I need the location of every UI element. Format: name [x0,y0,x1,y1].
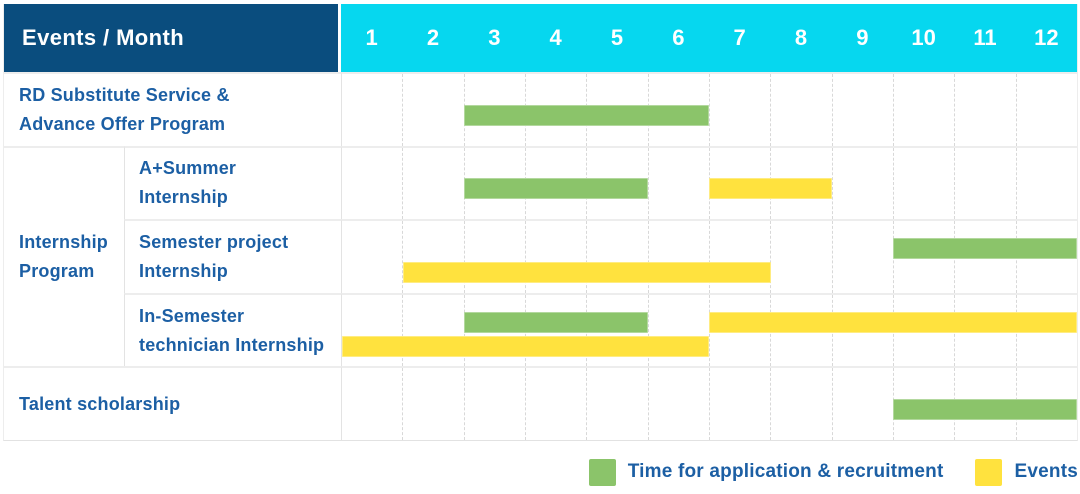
month-gridline-cell [831,221,893,293]
row-label-line: Internship [139,187,229,208]
month-gridline-cell [831,74,893,146]
timeline-in-semester-technician-internship [341,292,1077,367]
row-label-line: Advance Offer Program [19,113,226,134]
application-bar [893,399,1077,421]
month-gridline-cell [463,74,525,146]
group-label-line: Internship [19,231,109,252]
group-label-internship-program: Internship Program [4,145,124,367]
event-bar [709,178,832,200]
application-bar [464,311,649,333]
month-header-8: 8 [770,4,832,72]
group-label-line: Program [19,260,95,281]
row-label-line: Talent scholarship [19,393,181,414]
month-gridline-cell [402,294,463,367]
month-gridline-cell [708,221,770,293]
row-label-talent-scholarship: Talent scholarship [4,366,341,440]
month-gridline-cell [524,221,586,293]
month-gridline-cell [342,148,402,220]
month-gridline-cell [402,221,463,293]
row-label-line: technician Internship [139,334,325,355]
application-legend-swatch [588,458,616,486]
month-gridline-cell [831,147,893,220]
month-header-5: 5 [586,4,648,72]
month-header-11: 11 [954,4,1016,72]
month-gridline-cell [402,368,463,440]
month-header-6: 6 [647,4,709,72]
month-gridline-cell [342,368,402,440]
row-label-in-semester-technician-internship: In-Semester technician Internship [124,292,341,367]
month-gridline-cell [647,221,709,293]
month-gridline-cell [647,368,709,440]
month-header-7: 7 [708,4,771,72]
month-gridline-cell [586,368,647,440]
month-gridline-cell [892,147,954,220]
month-gridline-cell [708,74,770,146]
timeline-rd-substitute-service [341,72,1077,146]
month-gridline-cell [770,74,831,146]
month-gridline-cell [463,221,525,293]
month-gridline-cell [647,294,709,367]
month-gridline-cell [954,147,1015,220]
row-label-semester-project-internship: Semester project Internship [124,219,341,293]
month-gridline-cell [342,74,402,146]
month-gridline-cell [708,147,770,220]
month-gridline-cell [1015,147,1077,220]
event-bar [709,311,1077,333]
row-label-line: Semester project [139,231,289,252]
month-gridline-cell [892,74,954,146]
application-bar [464,178,649,200]
month-header-2: 2 [402,4,464,72]
month-gridline-cell [402,74,463,146]
month-gridline-cell [647,147,709,220]
application-bar [893,238,1077,260]
month-gridline-cell [463,294,525,367]
month-gridline-cell [831,368,893,440]
month-gridline-cell [524,368,586,440]
month-header-12: 12 [1015,4,1077,72]
row-label-a-plus-summer-internship: A+Summer Internship [124,145,341,220]
month-gridline-cell [1015,74,1077,146]
month-gridline-cell [342,221,402,293]
timeline-semester-project-internship [341,219,1077,293]
application-bar [464,104,710,126]
month-header-1: 1 [341,4,403,72]
month-gridline-cell [463,368,525,440]
month-gridline-cell [770,368,831,440]
month-gridline-cell [708,368,770,440]
month-gridline-cell [463,147,525,220]
row-label-rd-substitute-service: RD Substitute Service & Advance Offer Pr… [4,72,341,146]
application-legend-label: Time for application & recruitment [627,461,944,482]
legend: Time for application & recruitment Event… [588,456,1078,488]
event-bar [342,335,710,357]
events-legend-label: Events [1014,461,1078,482]
timeline-talent-scholarship [341,366,1077,440]
month-gridline-cell [402,147,463,220]
month-header-3: 3 [463,4,525,72]
month-gridline-cell [708,294,770,367]
row-label-line: RD Substitute Service & [19,84,230,105]
row-label-line: Internship [139,260,229,281]
event-bar [403,262,771,284]
events-legend-swatch [975,458,1003,486]
month-header-10: 10 [892,4,955,72]
row-label-line: A+Summer [139,158,237,179]
timeline-a-plus-summer-internship [341,145,1077,220]
month-gridline-cell [954,74,1015,146]
month-gridline-cell [770,221,831,293]
month-header-4: 4 [524,4,587,72]
row-label-line: In-Semester [139,305,245,326]
month-gridline-cell [586,221,647,293]
month-header-9: 9 [831,4,893,72]
events-month-header: Events / Month [4,4,341,72]
events-month-table: Events / Month 1 2 3 4 5 6 7 8 9 10 11 1… [3,4,1078,441]
